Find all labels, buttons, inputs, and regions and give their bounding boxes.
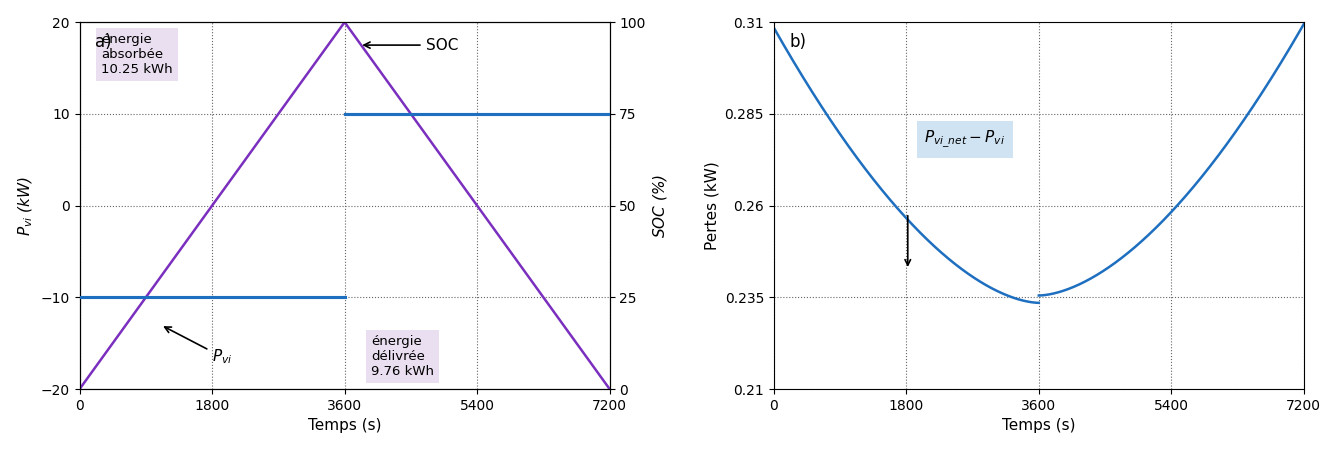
- Text: $P_{vi}$: $P_{vi}$: [165, 327, 233, 366]
- X-axis label: Temps (s): Temps (s): [1002, 418, 1076, 433]
- Text: énergie
délivrée
9.76 kWh: énergie délivrée 9.76 kWh: [371, 335, 434, 378]
- Text: SOC: SOC: [364, 38, 458, 53]
- Y-axis label: $SOC$ (%): $SOC$ (%): [652, 174, 669, 238]
- X-axis label: Temps (s): Temps (s): [308, 418, 381, 433]
- Text: énergie
absorbée
10.25 kWh: énergie absorbée 10.25 kWh: [100, 33, 173, 76]
- Text: a): a): [95, 33, 112, 51]
- Y-axis label: $P_{vi}$ (kW): $P_{vi}$ (kW): [16, 176, 35, 236]
- Text: $P_{vi\_net} - P_{vi}$: $P_{vi\_net} - P_{vi}$: [925, 129, 1005, 150]
- Y-axis label: Pertes (kW): Pertes (kW): [704, 161, 719, 250]
- Text: b): b): [789, 33, 807, 51]
